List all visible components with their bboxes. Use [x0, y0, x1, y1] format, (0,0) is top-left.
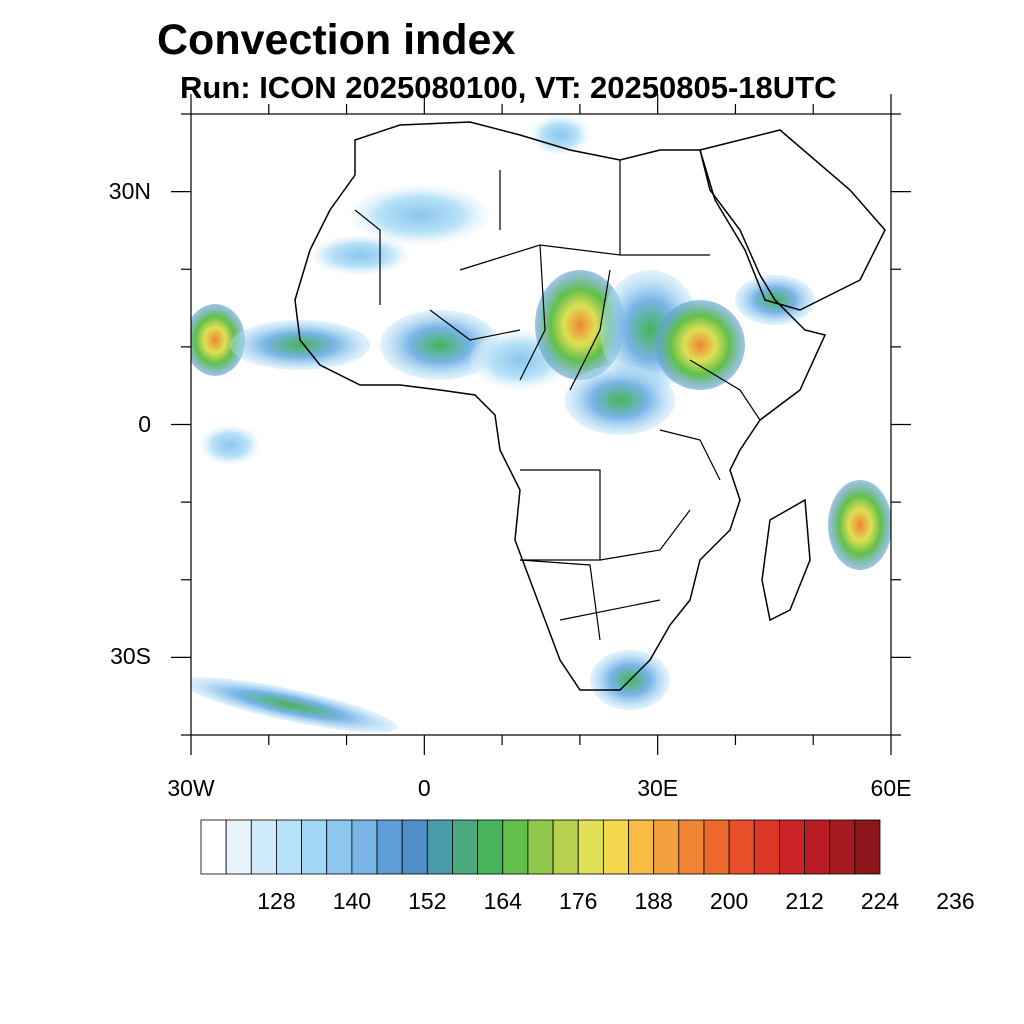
map-frame	[190, 113, 892, 736]
y-tick-label: 30S	[110, 643, 151, 670]
axis-ticks	[171, 94, 911, 755]
chart-title: Convection index	[157, 16, 516, 64]
colorbar-tick-label: 212	[785, 888, 824, 914]
colorbar-swatch	[628, 819, 655, 875]
colorbar-tick-label: 140	[332, 888, 372, 914]
colorbar-tick-label: 236	[936, 888, 975, 914]
colorbar-swatch	[502, 819, 529, 875]
colorbar-swatch	[829, 819, 856, 875]
colorbar-tick-label: 164	[483, 888, 522, 914]
colorbar-tick-label: 128	[257, 888, 296, 914]
colorbar-swatch	[351, 819, 378, 875]
colorbar-swatch	[477, 819, 504, 875]
y-tick-label: 0	[138, 410, 151, 437]
colorbar-swatch	[728, 819, 755, 875]
colorbar-swatch	[426, 819, 453, 875]
colorbar-swatch	[401, 819, 428, 875]
x-tick-label: 60E	[870, 775, 912, 801]
coastlines	[294, 121, 886, 691]
y-tick-label: 30N	[108, 177, 151, 204]
colorbar-swatch	[804, 819, 831, 875]
colorbar-tick-label: 188	[634, 888, 673, 914]
colorbar-swatch	[602, 819, 629, 875]
colorbar-swatch	[452, 819, 479, 875]
colorbar-swatch	[577, 819, 604, 875]
colorbar-swatch	[200, 819, 227, 875]
colorbar-swatch	[527, 819, 554, 875]
colorbar-swatch	[301, 819, 328, 875]
chart-subtitle: Run: ICON 2025080100, VT: 20250805-18UTC	[180, 70, 837, 105]
x-tick-label: 30E	[637, 775, 679, 801]
colorbar-swatch	[552, 819, 579, 875]
colorbar-swatch	[678, 819, 705, 875]
country-borders	[354, 160, 761, 641]
colorbar-swatch	[854, 819, 881, 875]
colorbar-swatch	[376, 819, 403, 875]
x-tick-label: 30W	[167, 775, 215, 801]
colorbar-swatch	[326, 819, 353, 875]
colorbar	[200, 819, 881, 875]
convection-field	[191, 115, 891, 733]
colorbar-tick-label: 224	[860, 888, 900, 914]
colorbar-swatch	[703, 819, 730, 875]
colorbar-swatch	[779, 819, 805, 875]
colorbar-swatch	[276, 819, 302, 875]
colorbar-tick-label: 176	[559, 888, 598, 914]
colorbar-swatch	[753, 819, 780, 875]
colorbar-swatch	[250, 819, 277, 875]
colorbar-tick-label: 200	[709, 888, 749, 914]
colorbar-swatch	[225, 819, 252, 875]
x-tick-label: 0	[417, 775, 431, 801]
colorbar-swatch	[653, 819, 680, 875]
colorbar-tick-label: 152	[408, 888, 447, 914]
